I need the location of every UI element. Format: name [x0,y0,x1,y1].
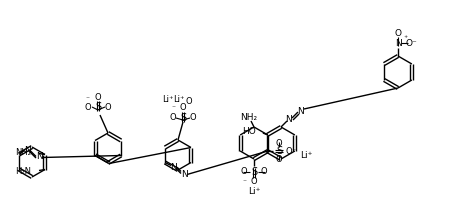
Text: N: N [298,106,304,116]
Text: O: O [95,92,101,102]
Text: Li⁺: Li⁺ [300,151,312,160]
Text: O: O [276,138,283,148]
Text: O: O [261,167,268,176]
Text: O: O [276,154,283,164]
Text: N: N [170,163,177,172]
Text: S: S [251,167,257,177]
Text: ⁻: ⁻ [242,178,246,186]
Text: NH₂: NH₂ [15,148,31,157]
Text: Li⁺: Li⁺ [162,95,174,105]
Text: O: O [170,113,177,122]
Text: N: N [181,170,187,179]
Text: O⁻: O⁻ [405,38,417,48]
Text: O: O [394,30,401,38]
Text: ⁻: ⁻ [171,103,175,113]
Text: Li⁺: Li⁺ [173,95,185,105]
Text: N: N [286,114,293,124]
Text: O: O [251,178,258,186]
Text: O: O [190,113,196,122]
Text: H₂N: H₂N [15,167,31,176]
Text: O: O [186,97,192,106]
Text: O: O [286,146,293,156]
Text: S: S [276,146,282,156]
Text: ⁻: ⁻ [85,95,89,103]
Text: O: O [85,103,91,111]
Text: S: S [95,102,101,112]
Text: ⁺: ⁺ [403,35,407,43]
Text: N: N [35,152,42,161]
Text: NH₂: NH₂ [240,113,258,121]
Text: N: N [394,38,401,48]
Text: O: O [105,103,111,111]
Text: ⁻: ⁻ [291,146,295,156]
Text: O: O [180,103,186,113]
Text: S: S [180,113,186,123]
Text: HO: HO [242,127,256,137]
Text: O: O [241,167,248,176]
Text: Li⁺: Li⁺ [248,187,260,197]
Text: N: N [24,146,30,155]
